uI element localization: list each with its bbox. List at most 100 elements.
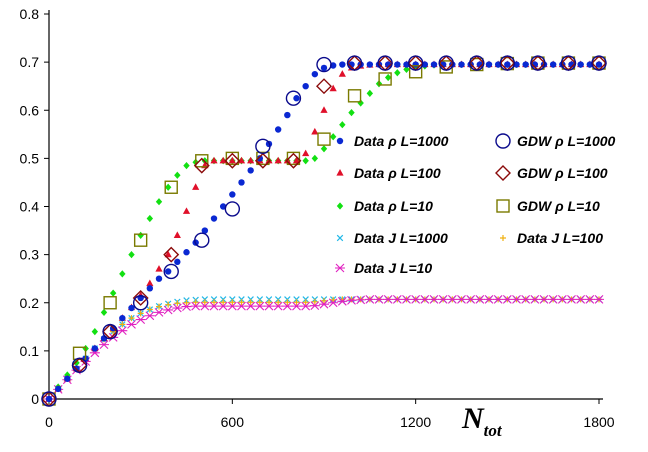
- legend: Data ρ L=1000 GDW ρ L=1000 Data ρ L=100 GDW…: [335, 133, 616, 276]
- data-point: [174, 258, 181, 266]
- legend-entry: GDW ρ L=1000: [495, 133, 616, 149]
- data-point: [227, 301, 238, 311]
- data-point: [438, 55, 454, 71]
- data-point: [128, 315, 135, 322]
- data-point: [237, 156, 246, 164]
- data-point: [126, 320, 137, 329]
- data-point: [211, 299, 217, 306]
- data-point: [511, 294, 522, 304]
- legend-label: Data J L=100: [517, 230, 603, 246]
- data-point: [286, 151, 301, 166]
- data-point: [137, 231, 144, 239]
- data-point: [317, 132, 331, 146]
- data-point: [328, 298, 339, 308]
- data-point: [210, 156, 218, 164]
- data-point: [291, 301, 302, 311]
- data-point: [394, 61, 401, 68]
- data-point: [292, 156, 301, 164]
- data-point: [366, 61, 374, 68]
- data-point: [348, 109, 355, 117]
- data-point: [220, 299, 227, 306]
- data-point: [520, 294, 531, 304]
- data-point: [146, 214, 154, 223]
- legend-label: Data ρ L=10: [354, 198, 433, 214]
- data-point: [132, 289, 149, 306]
- legend-entry: Data ρ L=100: [336, 165, 441, 181]
- legend-entry: Data ρ L=10: [336, 198, 433, 214]
- data-point: [330, 296, 337, 303]
- data-point: [410, 294, 421, 304]
- data-point: [229, 191, 236, 198]
- data-point: [302, 82, 309, 90]
- data-point: [316, 56, 332, 73]
- data-point: [285, 90, 302, 106]
- data-point: [91, 328, 99, 336]
- data-point: [174, 171, 181, 179]
- data-point: [255, 138, 271, 155]
- data-point: [154, 307, 164, 317]
- legend-entry: Data J L=100: [500, 230, 603, 246]
- data-point: [347, 89, 362, 103]
- data-point: [165, 301, 172, 308]
- data-point: [430, 61, 438, 68]
- data-point: [174, 300, 181, 307]
- data-point: [302, 299, 309, 306]
- data-point: [469, 55, 485, 71]
- data-point: [592, 56, 606, 70]
- data-point: [100, 308, 108, 316]
- legend-marker: [336, 202, 344, 210]
- data-point: [284, 299, 291, 306]
- data-point: [577, 61, 584, 68]
- y-tick-label: 0.2: [20, 295, 40, 311]
- data-point: [329, 84, 337, 92]
- data-point: [238, 179, 245, 186]
- data-point: [183, 299, 190, 306]
- data-point: [392, 294, 403, 304]
- data-point: [316, 78, 332, 95]
- data-point: [383, 294, 394, 304]
- x-axis-label-main: N: [461, 402, 485, 435]
- data-point: [575, 294, 586, 304]
- legend-entry: GDW ρ L=100: [495, 165, 608, 181]
- data-point: [403, 65, 410, 73]
- legend-label: GDW ρ L=100: [517, 165, 608, 181]
- data-point: [103, 296, 117, 310]
- data-point: [155, 198, 163, 206]
- data-point: [346, 295, 357, 305]
- legend-entry: Data J L=1000: [336, 230, 448, 246]
- data-point: [41, 391, 57, 407]
- legend-marker: [496, 199, 510, 213]
- data-point: [273, 301, 284, 311]
- data-point: [209, 301, 219, 311]
- data-point: [45, 395, 53, 403]
- data-point: [146, 285, 154, 292]
- data-point: [339, 61, 346, 68]
- data-point: [201, 227, 209, 234]
- data-point: [485, 61, 493, 68]
- data-point: [320, 145, 328, 153]
- data-point: [225, 151, 240, 166]
- data-point: [195, 154, 209, 168]
- data-point: [155, 265, 163, 272]
- legend-marker: [336, 234, 344, 242]
- data-point: [355, 295, 366, 305]
- data-point: [530, 55, 546, 71]
- data-point: [377, 55, 393, 71]
- x-axis-label-sub: tot: [484, 421, 503, 440]
- data-point: [407, 55, 424, 71]
- data-point: [438, 294, 449, 304]
- data-point: [137, 310, 144, 317]
- legend-marker: [495, 165, 511, 181]
- data-point: [163, 305, 174, 315]
- data-point: [339, 121, 346, 129]
- data-point: [338, 70, 346, 77]
- data-point: [102, 323, 118, 340]
- data-point: [119, 314, 126, 322]
- data-point: [192, 299, 199, 306]
- x-tick-label: 1200: [400, 414, 431, 430]
- y-tick-label: 0: [31, 391, 39, 407]
- data-point: [164, 250, 172, 258]
- data-point: [591, 55, 607, 71]
- data-point: [247, 299, 254, 306]
